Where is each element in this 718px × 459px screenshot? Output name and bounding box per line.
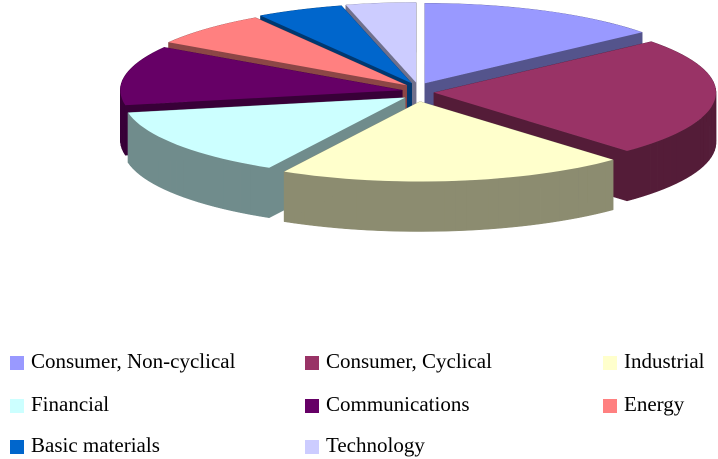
slice-side <box>634 146 643 200</box>
slice-side <box>708 106 712 161</box>
slice-side <box>706 109 710 164</box>
legend-label: Basic materials <box>31 433 160 457</box>
slice <box>260 5 412 84</box>
slice-side <box>711 103 714 159</box>
slice-side <box>377 180 390 232</box>
legend-swatch <box>10 440 24 454</box>
slice <box>434 41 716 151</box>
slice <box>284 101 613 182</box>
legend-swatch <box>603 356 617 370</box>
legend-label: Technology <box>326 433 425 457</box>
slice-side <box>695 118 701 173</box>
slice-side <box>663 135 671 190</box>
slice-side <box>669 133 677 187</box>
legend-label: Consumer, Non-cyclical <box>31 349 236 373</box>
slice-side <box>691 121 697 176</box>
slice <box>345 2 416 83</box>
slice-side <box>568 167 579 220</box>
legend-swatch <box>10 399 24 413</box>
slice-side <box>686 124 692 179</box>
slice-side <box>455 180 467 232</box>
slice-side <box>703 112 707 167</box>
slice-side <box>559 169 570 222</box>
legend-swatch <box>603 399 617 413</box>
slice-side <box>466 179 478 231</box>
slice-side <box>366 179 379 231</box>
slice-side <box>642 143 651 197</box>
legend-label: Financial <box>31 392 109 416</box>
slice-side <box>205 154 215 207</box>
legend-label: Energy <box>624 392 685 416</box>
slice <box>128 97 406 168</box>
slice <box>424 3 643 84</box>
slice-side <box>587 163 597 217</box>
slice-side <box>509 176 520 228</box>
legend-label: Industrial <box>624 349 705 373</box>
slice-side <box>519 174 531 227</box>
slice-side <box>675 130 682 185</box>
slice-side <box>444 180 456 232</box>
slice-side <box>214 156 224 210</box>
slice-side <box>596 161 606 215</box>
slice-side <box>604 159 614 213</box>
legend-label: Consumer, Cyclical <box>326 349 492 373</box>
slice-side <box>399 181 412 232</box>
slice-side <box>626 148 636 202</box>
slice-side <box>487 178 499 230</box>
slice-side <box>356 179 368 231</box>
slice-side <box>649 141 658 195</box>
slice-side <box>231 160 241 213</box>
legend-swatch <box>10 356 24 370</box>
slice-side <box>421 181 434 232</box>
legend-swatch <box>305 356 319 370</box>
slice-side <box>529 173 541 226</box>
slice-side <box>240 162 251 215</box>
slice-side <box>410 181 423 232</box>
slice-side <box>259 165 270 219</box>
slice-side <box>476 178 489 231</box>
slice-side <box>656 138 664 192</box>
slice-side <box>222 158 232 212</box>
slice-side <box>249 164 260 217</box>
legend-label: Communications <box>326 392 470 416</box>
slice-side <box>539 172 551 225</box>
slice-side <box>198 151 207 205</box>
slice <box>120 47 403 106</box>
slice-side <box>578 165 588 218</box>
slice-side <box>433 180 445 232</box>
slice-side <box>388 180 401 232</box>
legend-swatch <box>305 440 319 454</box>
slice-side <box>681 127 687 182</box>
slice <box>168 17 407 86</box>
slice-side <box>549 170 560 223</box>
slice-side <box>699 115 704 170</box>
slice-side <box>498 177 510 229</box>
legend-swatch <box>305 399 319 413</box>
